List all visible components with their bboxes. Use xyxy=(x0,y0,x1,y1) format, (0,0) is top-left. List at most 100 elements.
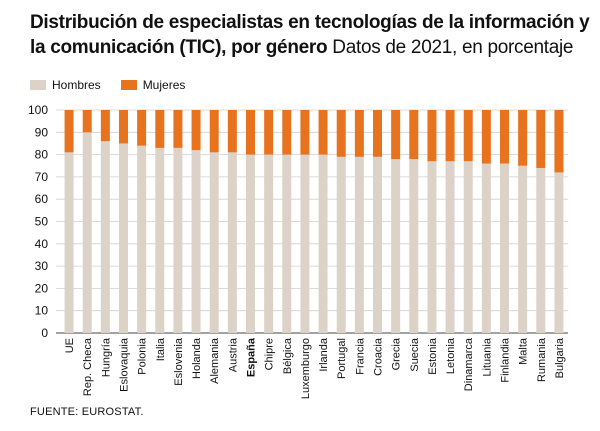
bar-mujeres xyxy=(100,110,110,142)
bar-hombres xyxy=(300,154,310,333)
bar-mujeres xyxy=(318,110,328,155)
bar-hombres xyxy=(64,152,74,333)
x-tick-label: Polonia xyxy=(137,337,149,375)
x-tick-label: Francia xyxy=(354,337,366,375)
x-tick-label: Finlandia xyxy=(500,337,512,383)
y-tick-label: 90 xyxy=(35,125,49,139)
bar-mujeres xyxy=(82,110,92,133)
x-tick-label: Suecia xyxy=(409,337,421,372)
y-tick-label: 50 xyxy=(35,215,49,229)
bar-hombres xyxy=(264,154,274,333)
x-tick-label: Rumania xyxy=(536,337,548,382)
x-tick-label: Luxemburgo xyxy=(300,338,312,399)
x-tick-label: Bélgica xyxy=(282,337,294,374)
x-tick-label: Lituania xyxy=(481,337,493,376)
bar-hombres xyxy=(137,145,147,333)
bar-mujeres xyxy=(391,110,401,160)
title-main: Distribución de especialistas en tecnolo… xyxy=(30,12,590,58)
x-tick-label: Malta xyxy=(518,337,530,365)
x-tick-label: España xyxy=(246,337,258,377)
bar-mujeres xyxy=(427,110,437,162)
bar-mujeres xyxy=(173,110,183,148)
bar-hombres xyxy=(481,163,491,333)
x-tick-label: Austria xyxy=(227,337,239,372)
bar-mujeres xyxy=(246,110,255,155)
bar-hombres xyxy=(463,161,473,333)
y-tick-label: 20 xyxy=(35,281,49,295)
bar-mujeres xyxy=(264,110,274,155)
x-tick-label: Estonia xyxy=(427,337,439,375)
bar-hombres xyxy=(318,154,328,333)
y-tick-label: 100 xyxy=(28,103,48,117)
bar-hombres xyxy=(427,161,437,333)
x-tick-label: Italia xyxy=(155,337,167,361)
bar-mujeres xyxy=(445,110,455,162)
title-subtitle: Datos de 2021, en porcentaje xyxy=(332,37,574,58)
y-tick-label: 30 xyxy=(35,259,49,273)
bar-hombres xyxy=(445,161,455,333)
bar-mujeres xyxy=(191,110,201,151)
legend-label-hombres: Hombres xyxy=(52,78,101,92)
bar-hombres xyxy=(518,165,528,333)
bar-hombres xyxy=(409,159,419,333)
bar-hombres xyxy=(173,147,183,333)
bar-hombres xyxy=(336,156,346,333)
x-tick-label: Croacia xyxy=(373,337,385,376)
y-tick-label: 70 xyxy=(35,170,49,184)
bar-hombres xyxy=(391,159,401,333)
bar-mujeres xyxy=(209,110,219,153)
y-tick-label: 60 xyxy=(35,192,49,206)
bar-mujeres xyxy=(373,110,382,157)
x-tick-label: Eslovaquia xyxy=(119,337,131,392)
x-tick-label: Rep. Checa xyxy=(82,337,94,396)
legend-swatch-mujeres xyxy=(120,80,137,90)
bar-hombres xyxy=(246,154,255,333)
bar-mujeres xyxy=(64,110,74,153)
bar-hombres xyxy=(282,154,292,333)
chart-title: Distribución de especialistas en tecnolo… xyxy=(30,10,590,60)
bar-mujeres xyxy=(155,110,165,148)
bar-mujeres xyxy=(554,110,564,173)
bar-mujeres xyxy=(463,110,473,162)
bar-mujeres xyxy=(409,110,419,160)
bar-mujeres xyxy=(119,110,128,144)
x-tick-label: Alemania xyxy=(209,337,221,384)
bar-hombres xyxy=(191,150,201,333)
x-tick-label: Grecia xyxy=(391,337,403,370)
bar-mujeres xyxy=(481,110,491,164)
y-tick-label: 40 xyxy=(35,237,49,251)
source-note: FUENTE: EUROSTAT. xyxy=(30,406,144,418)
x-tick-label: Hungría xyxy=(100,337,112,377)
bar-mujeres xyxy=(518,110,528,166)
bar-hombres xyxy=(119,143,128,333)
y-tick-label: 0 xyxy=(41,326,48,340)
bar-mujeres xyxy=(227,110,237,153)
bar-hombres xyxy=(554,172,564,333)
bar-mujeres xyxy=(500,110,509,164)
bar-mujeres xyxy=(300,110,310,155)
x-tick-label: Chipre xyxy=(264,338,276,370)
x-tick-label: Letonia xyxy=(445,337,457,374)
bar-hombres xyxy=(155,147,165,333)
legend-swatch-hombres xyxy=(30,80,46,90)
x-tick-label: Eslovenia xyxy=(173,337,185,386)
bar-hombres xyxy=(100,141,110,333)
y-tick-label: 10 xyxy=(35,304,49,318)
bar-mujeres xyxy=(137,110,147,146)
y-tick-label: 80 xyxy=(35,148,49,162)
x-tick-label: Bulgaria xyxy=(554,337,566,378)
bar-mujeres xyxy=(354,110,364,157)
x-tick-label: Portugal xyxy=(336,338,348,379)
legend-item-mujeres: Mujeres xyxy=(120,78,186,92)
bar-mujeres xyxy=(536,110,546,168)
x-tick-label: UE xyxy=(64,338,76,353)
bar-mujeres xyxy=(336,110,346,157)
x-tick-label: Irlanda xyxy=(318,337,330,372)
bar-hombres xyxy=(536,167,546,333)
bar-mujeres xyxy=(282,110,292,155)
bar-hombres xyxy=(209,152,219,333)
bar-hombres xyxy=(227,152,237,333)
legend-label-mujeres: Mujeres xyxy=(142,78,186,92)
bar-hombres xyxy=(82,132,92,333)
